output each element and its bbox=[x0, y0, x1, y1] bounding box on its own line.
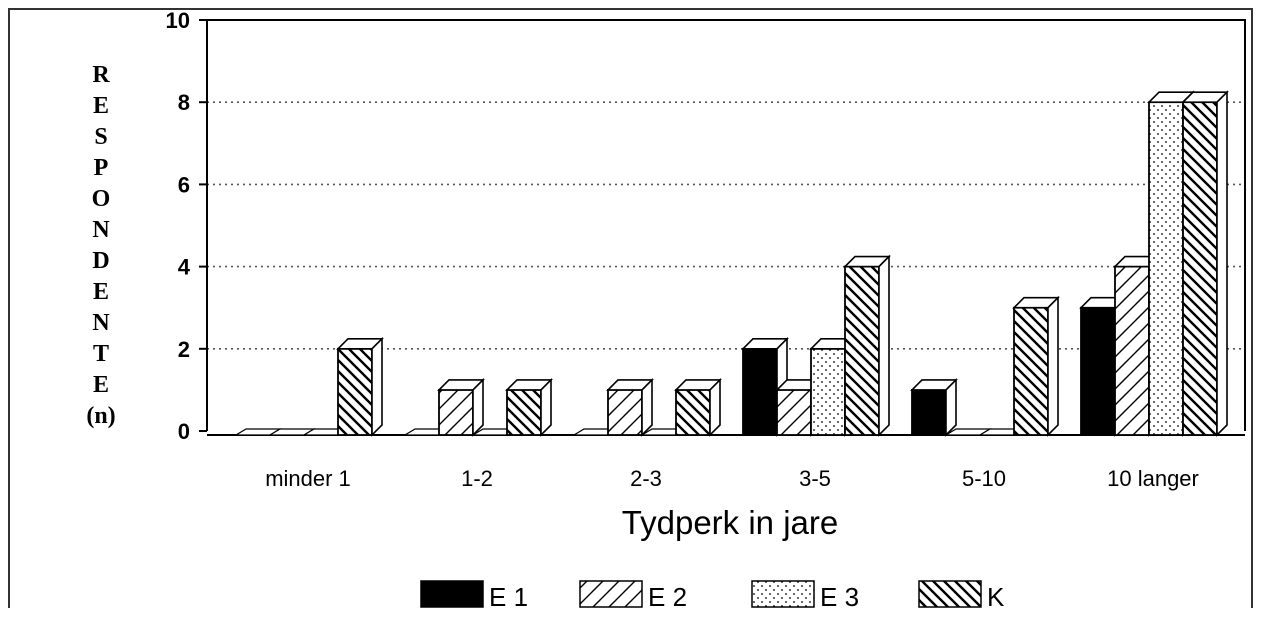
legend-label: E 1 bbox=[489, 582, 528, 612]
y-tick-label: 10 bbox=[166, 8, 190, 33]
y-axis-title-letter: R bbox=[92, 62, 110, 88]
y-axis-title-letter: E bbox=[93, 372, 109, 398]
y-axis-title-letter: (n) bbox=[86, 403, 115, 429]
y-axis-title-letter: D bbox=[92, 248, 109, 274]
x-axis-title: Tydperk in jare bbox=[622, 504, 838, 541]
y-tick-label: 8 bbox=[178, 90, 190, 115]
y-axis-title-letter: P bbox=[94, 155, 109, 181]
plot-border bbox=[206, 19, 1246, 431]
x-tick-label: 5-10 bbox=[962, 466, 1006, 491]
legend: E 1 E 2 E 3 K bbox=[420, 580, 1005, 612]
legend-label: E 2 bbox=[648, 582, 687, 612]
bar bbox=[910, 377, 958, 437]
legend-item: E 2 bbox=[579, 580, 687, 612]
bar bbox=[336, 336, 384, 437]
legend-swatch bbox=[420, 580, 484, 608]
y-axis-title-letter: E bbox=[93, 93, 109, 119]
bar bbox=[1181, 90, 1229, 437]
y-axis-title-letter: E bbox=[93, 279, 109, 305]
bar bbox=[606, 377, 654, 437]
gridlines bbox=[207, 101, 1245, 350]
x-tick-label: 2-3 bbox=[630, 466, 662, 491]
bars bbox=[233, 90, 1229, 437]
y-axis-title-letter: N bbox=[92, 310, 110, 336]
legend-swatch bbox=[918, 580, 982, 608]
y-tick-label: 0 bbox=[178, 419, 190, 444]
y-axis-title-letter: O bbox=[92, 186, 111, 212]
bar bbox=[505, 377, 553, 437]
y-tick-label: 2 bbox=[178, 337, 190, 362]
x-tick-label: 3-5 bbox=[799, 466, 831, 491]
legend-label: E 3 bbox=[820, 582, 859, 612]
axes bbox=[199, 19, 1246, 436]
legend-item: E 3 bbox=[751, 580, 859, 612]
axis-labels: Tydperk in jare 0 2 4 6 8 10 minder 1 1-2 2-3 3-5… bbox=[166, 8, 1199, 541]
y-axis-title-letter: N bbox=[92, 217, 110, 243]
bar bbox=[843, 254, 891, 437]
x-tick-label: 10 langer bbox=[1107, 466, 1199, 491]
chart-frame bbox=[8, 8, 1253, 608]
bar bbox=[674, 377, 722, 437]
x-tick-label: 1-2 bbox=[461, 466, 493, 491]
y-axis-title-letter: S bbox=[94, 124, 107, 150]
legend-item: E 1 bbox=[420, 580, 528, 612]
legend-swatch bbox=[751, 580, 815, 608]
y-tick-label: 6 bbox=[178, 172, 190, 197]
legend-swatch bbox=[579, 580, 643, 608]
bar bbox=[437, 377, 485, 437]
x-tick-label: minder 1 bbox=[265, 466, 351, 491]
y-axis-title-letter: T bbox=[93, 341, 109, 367]
legend-label: K bbox=[987, 582, 1005, 612]
y-tick-label: 4 bbox=[178, 255, 191, 280]
legend-item: K bbox=[918, 580, 1005, 612]
bar bbox=[1012, 295, 1060, 437]
